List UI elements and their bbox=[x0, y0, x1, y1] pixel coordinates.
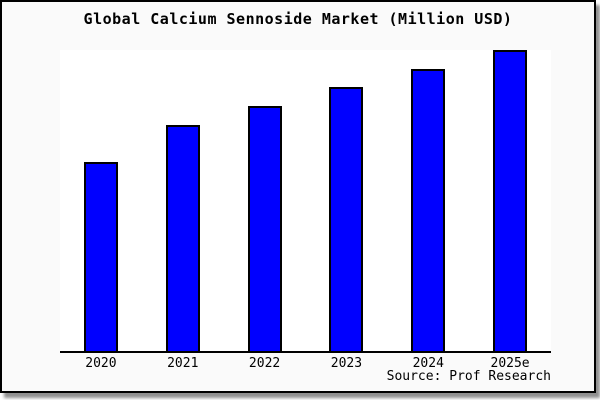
bar-2022 bbox=[247, 106, 282, 351]
x-axis-labels: 2020 2021 2022 2023 2024 2025e bbox=[60, 356, 551, 372]
source-text: Source: Prof Research bbox=[386, 369, 551, 384]
x-tick-2022: 2022 bbox=[248, 356, 281, 371]
bar-2021 bbox=[165, 124, 200, 351]
chart-title: Global Calcium Sennoside Market (Million… bbox=[83, 10, 513, 28]
plot-area bbox=[60, 50, 551, 353]
bar-2024 bbox=[411, 68, 446, 351]
x-tick-2023: 2023 bbox=[330, 356, 363, 371]
bar-2023 bbox=[329, 87, 364, 351]
bar-2025e bbox=[493, 50, 528, 351]
x-tick-2025e: 2025e bbox=[490, 356, 530, 371]
chart-container: Global Calcium Sennoside Market (Million… bbox=[0, 0, 596, 393]
bar-2020 bbox=[83, 161, 118, 351]
x-tick-2024: 2024 bbox=[412, 356, 444, 371]
x-tick-2021: 2021 bbox=[167, 356, 199, 371]
x-tick-2020: 2020 bbox=[85, 356, 117, 371]
